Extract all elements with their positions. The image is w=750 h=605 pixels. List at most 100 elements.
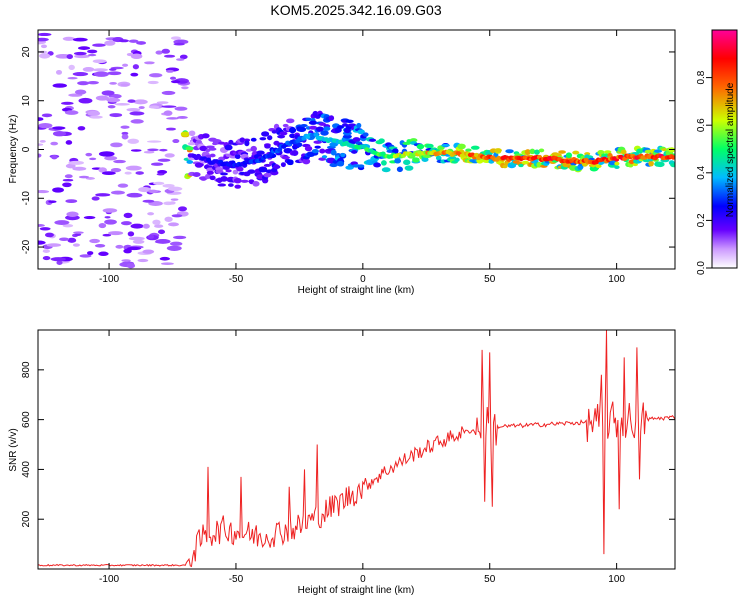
spectrogram-cell [558,150,566,154]
spectrogram-noise-cell [127,231,135,237]
spectrogram-noise-cell [161,262,174,265]
spectrogram-cell [352,137,361,143]
y-tick-label: 800 [21,361,32,378]
spectrogram-noise-cell [109,113,123,118]
spectrogram-noise-cell [91,196,100,201]
spectrogram-cell [356,122,362,129]
spectrogram-cell [518,163,524,168]
spectrogram-cell [597,149,605,155]
spectrogram-cell [296,142,303,148]
spectrogram-noise-cell [169,76,177,80]
spectrogram-noise-cell [120,83,130,87]
spectrogram-noise-cell [87,80,99,85]
spectrogram-noise-cell [83,216,96,220]
spectrogram-noise-cell [121,259,131,262]
spectrogram-cell [267,135,273,141]
spectrogram-noise-cell [104,219,117,225]
spectrogram-noise-cell [155,50,163,55]
spectrogram-cell [215,169,224,174]
spectrogram-cell [521,160,530,165]
spectrogram-ridge-cell [670,155,675,160]
y-tick-label: 0 [21,146,32,152]
spectrogram-noise-cell [130,223,144,229]
spectrogram-noise-cell [171,214,183,218]
spectrogram-noise-cell [164,153,175,158]
spectrogram-noise-cell [170,198,179,201]
spectrogram-cell [572,150,580,155]
spectrogram-noise-cell [87,49,98,54]
spectrogram-noise-cell [169,241,183,246]
x-tick-label: -100 [99,574,119,585]
spectrogram-cell [300,124,308,128]
colorbar-label: Normalized spectral amplitude [725,82,736,217]
spectrogram-noise-cell [147,212,155,216]
spectrogram-noise-cell [92,43,106,47]
spectrogram-cell [252,181,260,187]
spectrogram-noise-cell [52,126,66,130]
spectrogram-noise-cell [161,105,177,108]
spectrogram-noise-cell [181,86,189,90]
colorbar: 0.0 0.2 0.4 0.6 0.8 Normalized spectral ampl… [696,29,738,275]
spectrogram-noise-cell [151,162,164,166]
spectrogram-noise-cell [65,163,76,169]
spectrogram-noise-cell [51,155,58,160]
spectrogram-noise-cell [146,140,162,143]
spectrogram-noise-cell [127,99,136,103]
spectrogram-noise-cell [73,231,84,234]
spectrogram-noise-cell [130,119,144,124]
snr-y-label: SNR (v/v) [8,428,19,471]
spectrogram-noise-cell [77,126,86,131]
spectrogram-noise-cell [66,211,79,217]
spectrogram-noise-cell [148,189,158,194]
y-tick-label: 600 [21,411,32,428]
spectrogram-cell [224,144,233,151]
figure-title: KOM5.2025.342.16.09.G03 [270,2,441,18]
spectrogram-noise-cell [156,172,165,176]
spectrogram-noise-cell [172,138,180,144]
spectrogram-cell [217,183,227,187]
spectrogram-noise-cell [166,69,174,73]
spectrogram-noise-cell [129,111,145,116]
spectrogram-noise-cell [168,222,180,227]
spectrogram-noise-cell [110,142,123,148]
spectrogram-cell [264,144,271,149]
spectrogram-noise-cell [38,143,44,146]
spectrogram-cell [357,129,365,135]
spectrogram-cell [282,123,289,128]
spectrogram-noise-cell [118,39,129,43]
spectrogram-noise-cell [126,192,143,198]
spectrogram-noise-cell [110,190,125,195]
spectrogram-cell [620,149,627,155]
spectrogram-noise-cell [163,110,173,116]
spectrogram-noise-cell [40,44,48,49]
spectrogram-noise-cell [167,186,183,192]
x-tick-label: -100 [99,274,119,285]
spectrogram-cell [308,120,318,125]
spectrogram-noise-cell [87,53,97,57]
spectrogram-cell [239,137,246,143]
spectrogram-cell [209,175,216,181]
spectrogram-noise-cell [95,193,111,197]
spectrogram-cell [409,138,418,143]
spectrogram-cell [345,119,354,123]
spectrogram-noise-cell [86,251,94,256]
spectrogram-noise-cell [135,171,144,175]
spectrogram-cell [342,134,352,139]
spectrogram-noise-cell [154,224,164,228]
spectrogram-noise-cell [94,244,106,248]
spectrogram-noise-cell [72,37,88,42]
spectrogram-noise-cell [142,223,150,229]
spectrogram-noise-cell [107,105,116,109]
spectrogram-noise-cell [122,63,129,67]
spectrogram-noise-cell [64,174,73,179]
spectrogram-ridge-cell [277,147,283,152]
spectrogram-noise-cell [161,48,171,54]
spectrogram-noise-cell [48,200,57,204]
spectrogram-noise-cell [89,157,97,161]
spectrogram-noise-cell [46,243,62,247]
spectrogram-noise-cell [59,237,70,242]
spectrogram-noise-cell [101,90,115,96]
spectrogram-noise-cell [127,246,142,251]
spectrogram-noise-cell [125,165,142,171]
